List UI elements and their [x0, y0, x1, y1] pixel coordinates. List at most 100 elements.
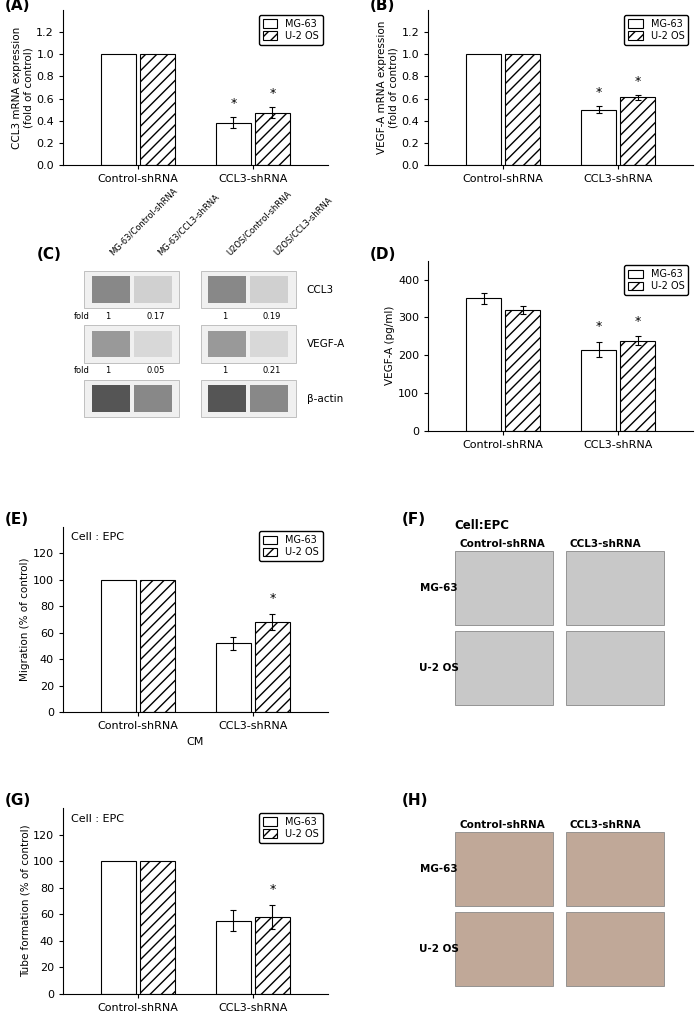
Text: MG-63/Control-shRNA: MG-63/Control-shRNA	[108, 187, 179, 258]
Text: (F): (F)	[402, 512, 426, 526]
Bar	[620, 341, 655, 431]
Bar	[92, 277, 130, 302]
Legend: MG-63, U-2 OS: MG-63, U-2 OS	[624, 15, 688, 45]
Text: *: *	[596, 85, 602, 98]
Y-axis label: VEGF-A mRNA expression
(fold of control): VEGF-A mRNA expression (fold of control)	[377, 21, 399, 154]
Bar	[505, 55, 540, 165]
Bar	[566, 832, 664, 907]
Bar	[140, 580, 174, 712]
Bar	[134, 385, 172, 412]
Bar	[466, 55, 500, 165]
Bar	[134, 277, 172, 302]
Bar	[256, 623, 290, 712]
Text: *: *	[596, 320, 602, 334]
Y-axis label: Tube formation (% of control): Tube formation (% of control)	[20, 824, 30, 977]
Bar	[455, 551, 553, 625]
Text: *: *	[270, 86, 276, 99]
Bar	[101, 861, 136, 994]
Bar	[101, 55, 136, 165]
Bar	[216, 123, 251, 165]
Text: 1: 1	[222, 366, 227, 375]
Bar	[134, 331, 172, 357]
Legend: MG-63, U-2 OS: MG-63, U-2 OS	[259, 531, 323, 561]
Text: 1: 1	[106, 366, 111, 375]
Y-axis label: VEGF-A (pg/ml): VEGF-A (pg/ml)	[386, 306, 396, 385]
Text: (C): (C)	[36, 247, 62, 262]
Bar	[566, 912, 664, 987]
Text: *: *	[635, 314, 641, 328]
Text: Cell:EPC: Cell:EPC	[455, 519, 510, 532]
Text: 1: 1	[222, 311, 227, 320]
Bar	[201, 325, 296, 363]
Bar	[209, 331, 246, 357]
Bar	[209, 277, 246, 302]
Text: U-2 OS: U-2 OS	[419, 663, 458, 672]
Bar	[216, 921, 251, 994]
Text: *: *	[270, 882, 276, 895]
Text: (E): (E)	[5, 512, 29, 526]
Bar	[101, 580, 136, 712]
Y-axis label: CCL3 mRNA expression
(fold of control): CCL3 mRNA expression (fold of control)	[12, 26, 34, 149]
Bar	[140, 55, 174, 165]
Bar	[256, 113, 290, 165]
Text: Control-shRNA: Control-shRNA	[459, 820, 545, 830]
Bar	[256, 917, 290, 994]
Bar	[566, 551, 664, 625]
Bar	[250, 331, 288, 357]
Text: 1: 1	[106, 311, 111, 320]
Text: MG-63: MG-63	[420, 864, 458, 874]
Bar	[620, 97, 655, 165]
Y-axis label: Migration (% of control): Migration (% of control)	[20, 558, 30, 681]
Text: *: *	[270, 592, 276, 604]
Legend: MG-63, U-2 OS: MG-63, U-2 OS	[259, 813, 323, 843]
Bar	[582, 110, 616, 165]
Bar	[250, 277, 288, 302]
Text: β-actin: β-actin	[307, 393, 343, 404]
Text: (B): (B)	[370, 0, 395, 13]
Text: CCL3-shRNA: CCL3-shRNA	[570, 538, 641, 549]
Text: MG-63/CCL3-shRNA: MG-63/CCL3-shRNA	[155, 193, 220, 258]
Text: (H): (H)	[402, 793, 428, 808]
Text: MG-63: MG-63	[420, 583, 458, 593]
Bar	[455, 631, 553, 705]
Text: 0.19: 0.19	[263, 311, 281, 320]
Text: fold: fold	[74, 311, 90, 320]
Text: CCL3-shRNA: CCL3-shRNA	[570, 820, 641, 830]
Bar	[209, 385, 246, 412]
X-axis label: CM: CM	[187, 737, 204, 747]
Text: *: *	[230, 96, 237, 110]
Bar	[582, 350, 616, 431]
Text: (A): (A)	[5, 0, 30, 13]
Bar	[201, 380, 296, 417]
Text: (G): (G)	[5, 793, 31, 808]
Bar	[201, 271, 296, 308]
Text: VEGF-A: VEGF-A	[307, 339, 345, 349]
Bar	[566, 631, 664, 705]
Text: Cell : EPC: Cell : EPC	[71, 532, 124, 542]
Text: U-2 OS: U-2 OS	[419, 944, 458, 954]
Bar	[84, 271, 179, 308]
Legend: MG-63, U-2 OS: MG-63, U-2 OS	[624, 266, 688, 295]
Bar	[92, 385, 130, 412]
Bar	[505, 310, 540, 431]
Bar	[84, 325, 179, 363]
Text: *: *	[635, 74, 641, 87]
Legend: MG-63, U-2 OS: MG-63, U-2 OS	[259, 15, 323, 45]
Text: fold: fold	[74, 366, 90, 375]
Text: U2OS/CCL3-shRNA: U2OS/CCL3-shRNA	[272, 196, 334, 258]
Text: 0.17: 0.17	[146, 311, 165, 320]
Text: Control-shRNA: Control-shRNA	[459, 538, 545, 549]
Text: U2OS/Control-shRNA: U2OS/Control-shRNA	[225, 189, 293, 258]
Bar	[250, 385, 288, 412]
Text: 0.21: 0.21	[263, 366, 281, 375]
Text: 0.05: 0.05	[146, 366, 164, 375]
Bar	[455, 832, 553, 907]
Text: CCL3: CCL3	[307, 285, 334, 294]
Bar	[140, 861, 174, 994]
Bar	[466, 298, 500, 431]
Bar	[84, 380, 179, 417]
Bar	[92, 331, 130, 357]
Bar	[455, 912, 553, 987]
Text: (D): (D)	[370, 247, 396, 262]
Text: Cell : EPC: Cell : EPC	[71, 813, 124, 823]
